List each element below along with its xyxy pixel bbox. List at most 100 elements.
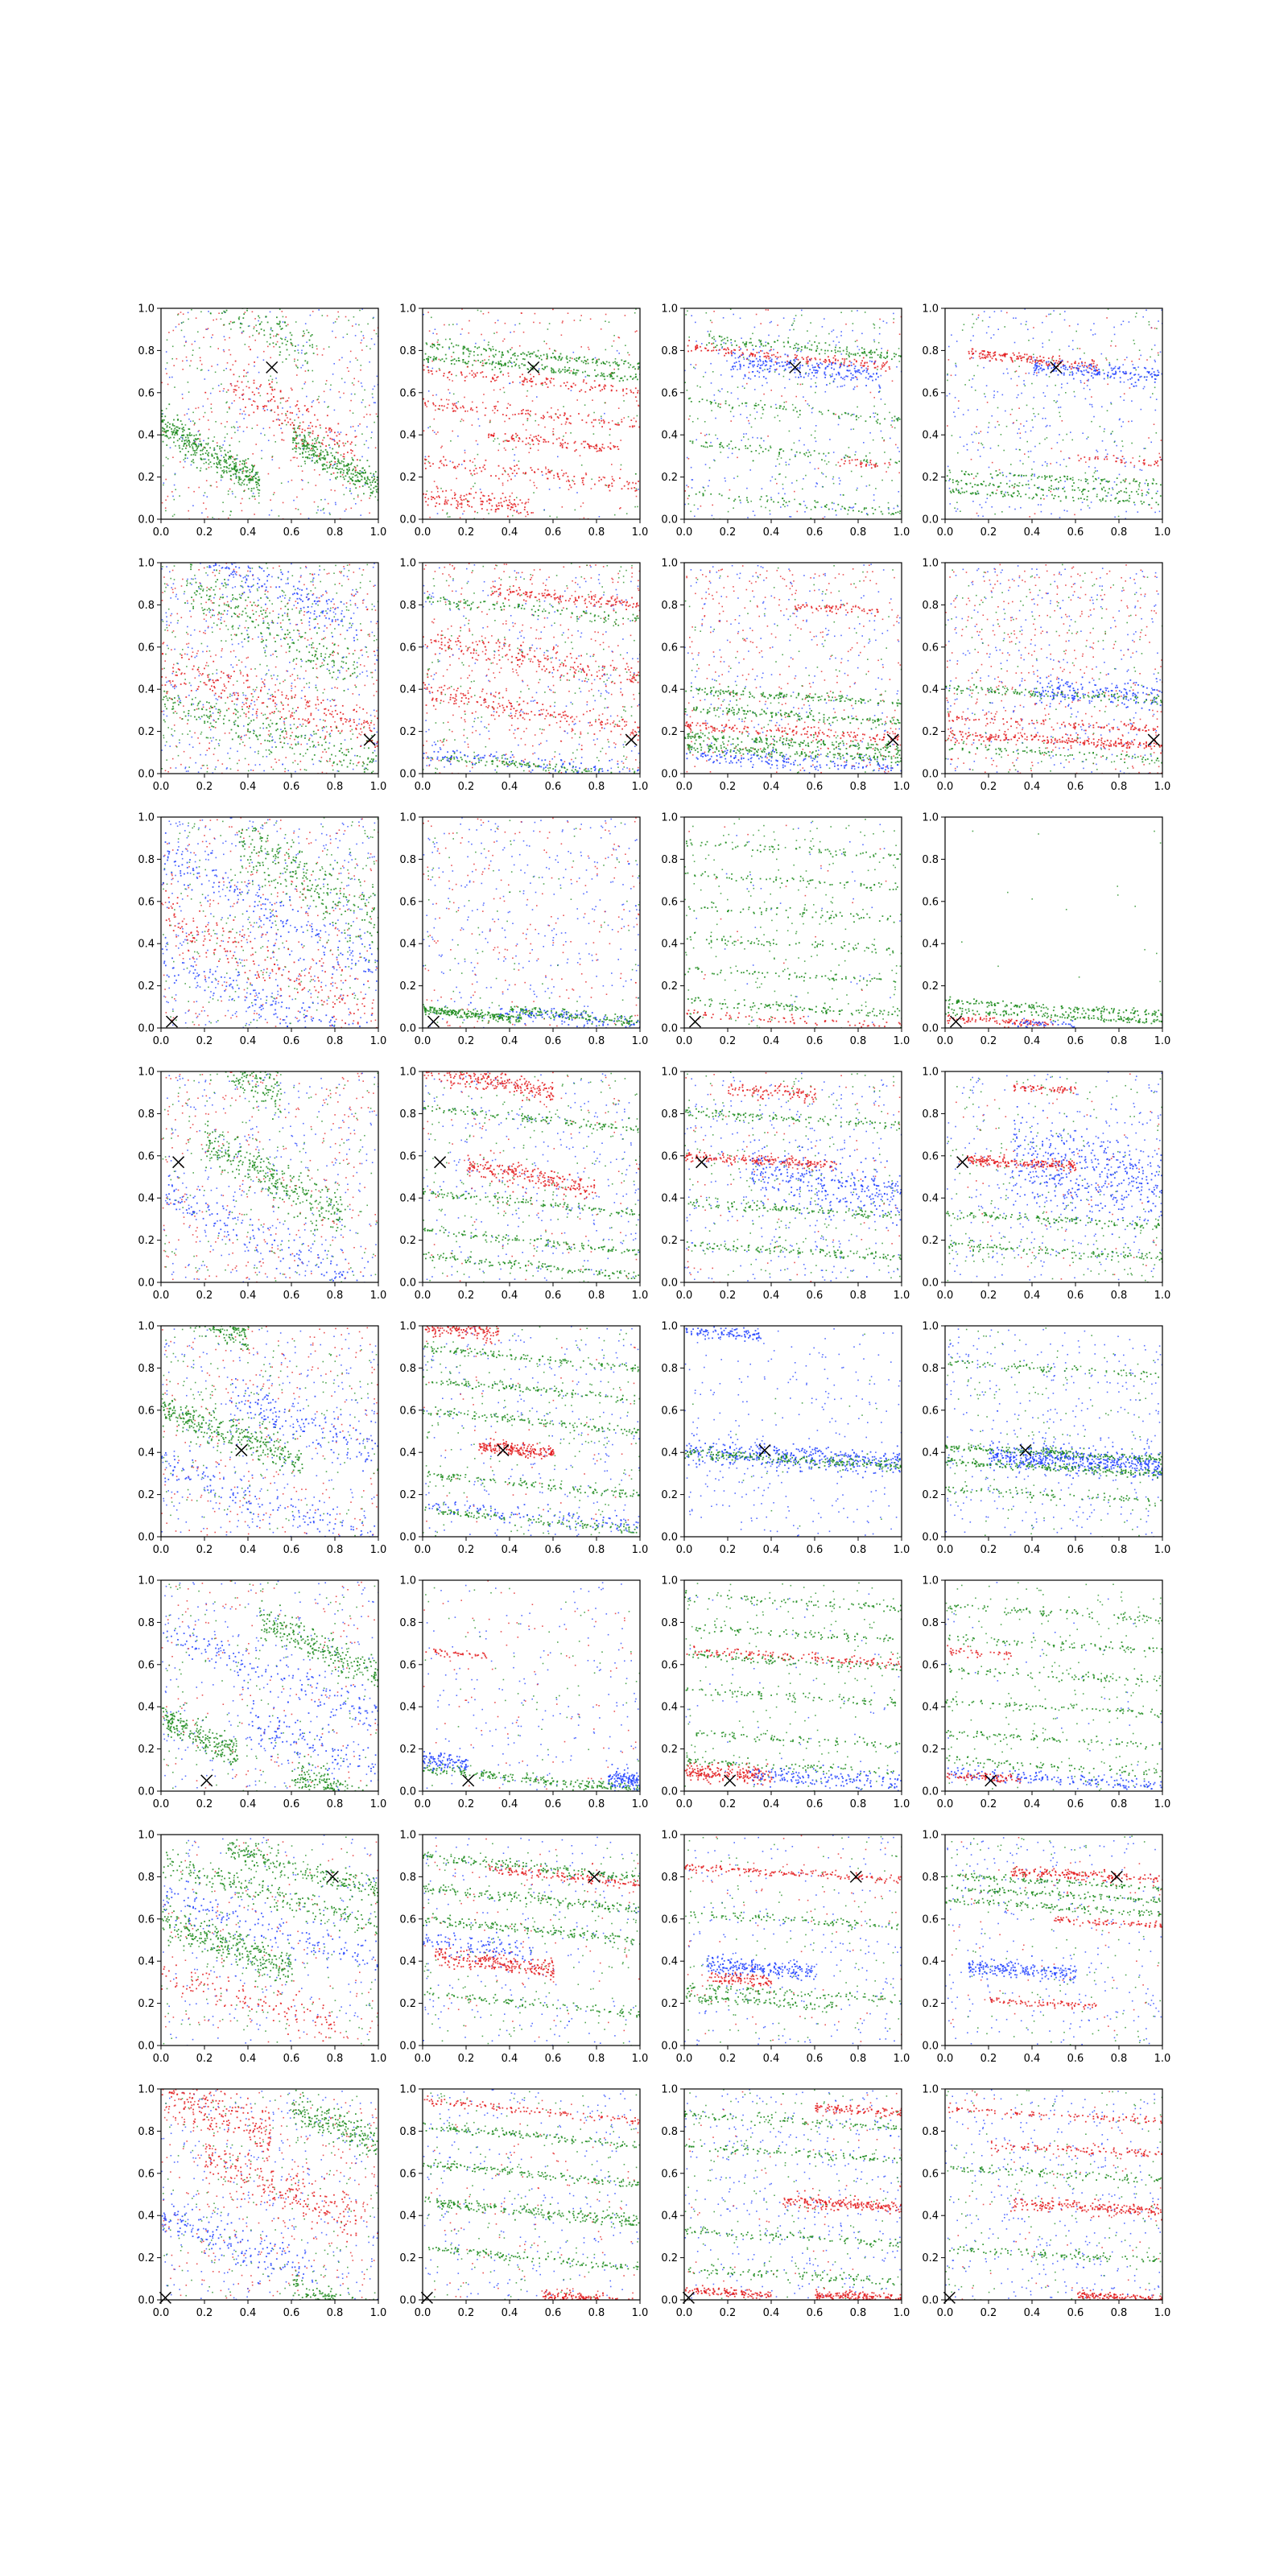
point-red — [567, 418, 569, 420]
point-green — [433, 356, 436, 358]
point-blue — [686, 485, 687, 486]
point-red — [553, 419, 555, 421]
point-red — [497, 449, 499, 452]
point-blue — [324, 401, 325, 403]
point-green — [163, 484, 164, 486]
point-red — [993, 352, 995, 354]
point-green — [279, 346, 281, 349]
point-green — [695, 493, 697, 495]
point-blue — [188, 408, 190, 411]
point-red — [295, 508, 297, 510]
point-green — [856, 415, 857, 417]
point-green — [711, 402, 712, 403]
point-red — [616, 423, 617, 426]
point-red — [986, 402, 989, 403]
point-green — [209, 447, 211, 449]
point-blue — [1046, 385, 1048, 387]
point-green — [1156, 328, 1158, 329]
point-green — [188, 440, 189, 441]
point-green — [881, 437, 883, 439]
point-green — [634, 376, 637, 378]
point-blue — [1033, 396, 1035, 398]
point-blue — [740, 348, 741, 350]
point-green — [187, 435, 189, 437]
point-blue — [985, 332, 988, 334]
point-green — [188, 434, 191, 436]
point-green — [456, 360, 457, 362]
point-red — [518, 468, 520, 470]
point-green — [1044, 438, 1046, 440]
point-green — [794, 498, 795, 501]
point-green — [295, 345, 296, 347]
point-red — [444, 324, 445, 326]
point-green — [815, 502, 817, 503]
point-green — [295, 451, 297, 452]
point-red — [561, 445, 564, 447]
point-red — [473, 469, 475, 472]
point-green — [488, 359, 489, 361]
point-blue — [762, 385, 763, 386]
point-blue — [165, 351, 167, 353]
point-green — [221, 474, 222, 477]
point-green — [474, 482, 476, 485]
point-green — [584, 370, 586, 373]
point-green — [192, 442, 194, 444]
point-blue — [317, 509, 319, 511]
point-blue — [880, 398, 882, 400]
point-blue — [1148, 504, 1150, 506]
point-red — [490, 434, 493, 436]
point-blue — [722, 317, 724, 319]
point-red — [855, 360, 857, 362]
point-green — [314, 462, 316, 464]
point-green — [466, 499, 469, 502]
point-red — [1026, 359, 1028, 361]
point-blue — [874, 361, 876, 363]
point-green — [289, 332, 291, 334]
point-red — [457, 501, 459, 503]
point-green — [370, 437, 372, 439]
point-red — [950, 374, 952, 377]
point-red — [468, 332, 470, 334]
point-red — [574, 440, 576, 443]
point-green — [758, 403, 760, 406]
point-green — [188, 451, 189, 452]
point-green — [737, 386, 739, 388]
point-red — [423, 430, 425, 431]
point-red — [427, 497, 430, 500]
point-red — [970, 458, 972, 460]
point-green — [540, 358, 543, 361]
point-green — [964, 384, 966, 386]
point-green — [846, 346, 848, 349]
point-green — [816, 345, 818, 347]
point-red — [619, 477, 621, 479]
point-green — [972, 313, 973, 316]
point-red — [1043, 360, 1045, 361]
point-green — [258, 476, 260, 478]
point-red — [460, 372, 463, 374]
point-red — [494, 510, 497, 513]
point-green — [811, 344, 813, 346]
point-red — [1067, 361, 1069, 363]
point-green — [888, 512, 890, 514]
point-blue — [740, 414, 741, 415]
point-red — [493, 432, 495, 435]
point-red — [270, 357, 271, 359]
point-green — [604, 378, 606, 381]
point-green — [357, 476, 359, 478]
point-green — [956, 502, 958, 503]
point-red — [446, 398, 448, 401]
point-blue — [733, 415, 735, 418]
point-green — [848, 447, 850, 448]
point-green — [524, 364, 526, 366]
point-green — [605, 485, 608, 486]
point-red — [777, 356, 779, 358]
point-red — [756, 352, 758, 353]
point-red — [363, 416, 365, 418]
point-green — [193, 441, 196, 444]
point-red — [256, 405, 258, 407]
point-green — [1059, 349, 1061, 351]
point-green — [831, 502, 833, 504]
point-green — [539, 357, 540, 359]
point-red — [1086, 366, 1088, 369]
